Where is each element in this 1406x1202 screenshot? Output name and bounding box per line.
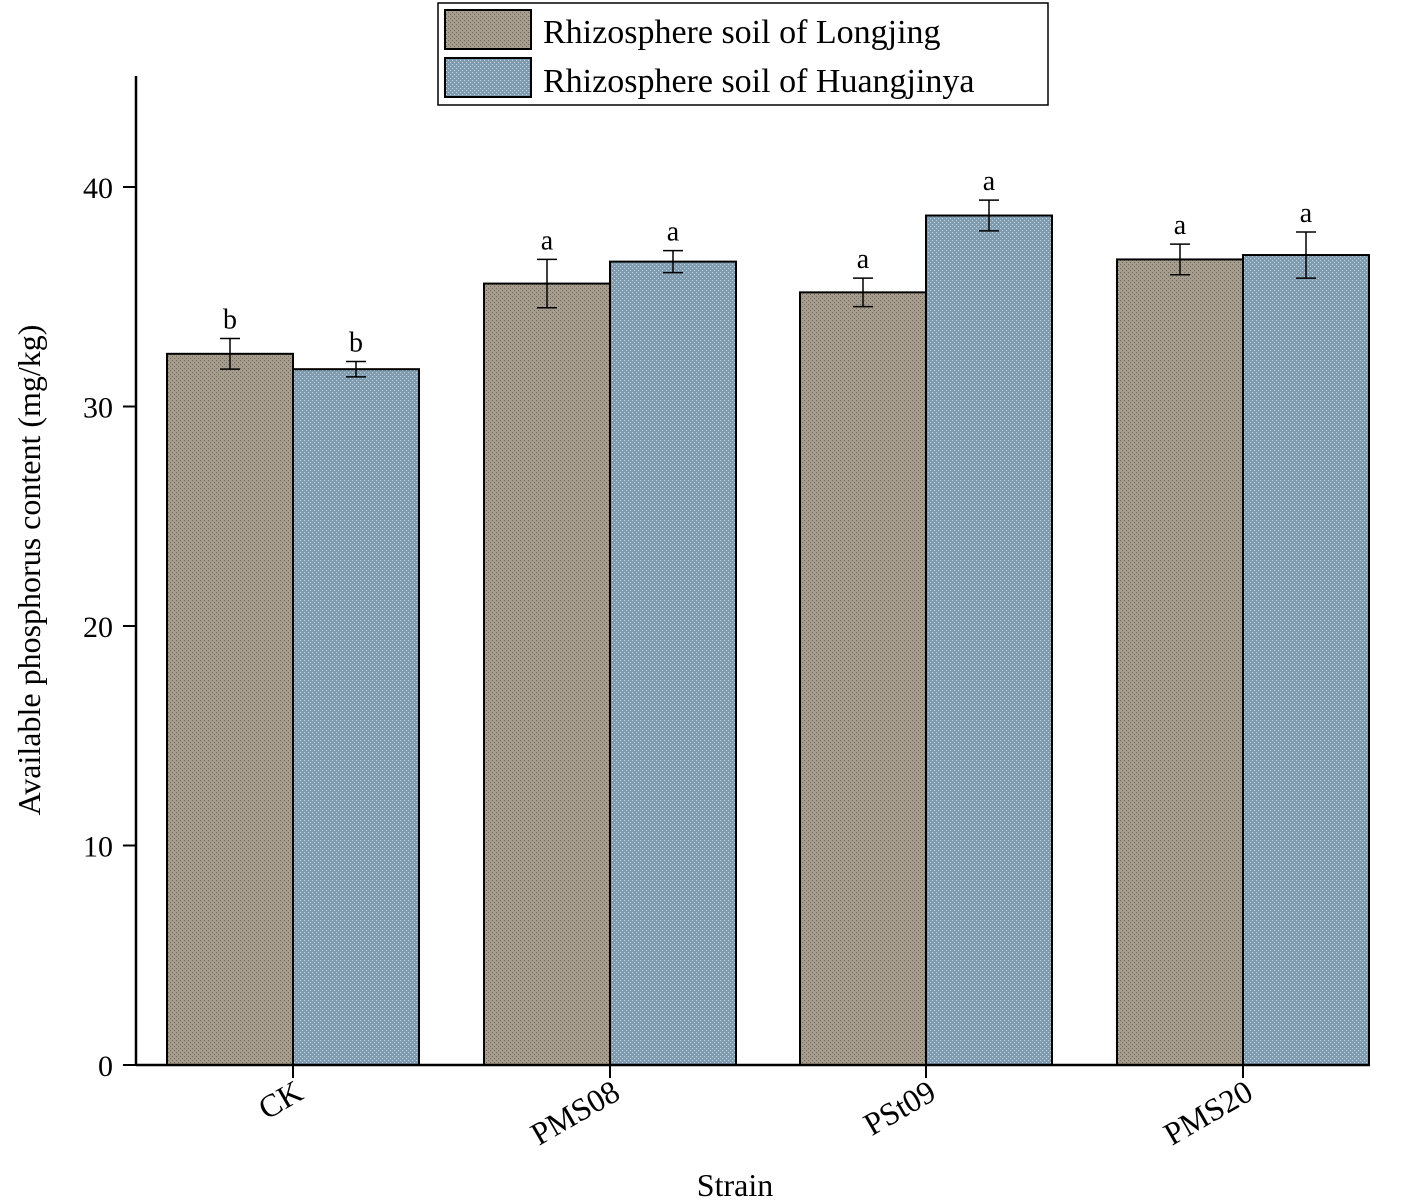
legend-swatch-huangjinya [444, 57, 532, 98]
x-tick-label-ck: CK [252, 1073, 308, 1126]
legend-box [437, 2, 1049, 106]
bar-pst09-series-0 [799, 291, 927, 1066]
y-tick-label-20: 20 [83, 611, 113, 644]
significance-label-pms20-series-1: a [1300, 198, 1313, 229]
x-categories-layer: CK PMS08 PSt09 PMS20 [252, 1065, 1259, 1152]
bar-pms20-series-0 [1116, 258, 1244, 1066]
bar-ck-series-0 [166, 352, 294, 1066]
y-tick-label-0: 0 [98, 1050, 113, 1083]
bar-pst09-series-1 [925, 214, 1053, 1067]
significance-label-pst09-series-0: a [857, 244, 870, 275]
x-tick-label-pms08: PMS08 [524, 1073, 625, 1152]
bar-pms08-series-0 [483, 282, 611, 1066]
x-tick-label-pms20: PMS20 [1157, 1073, 1258, 1152]
x-tick-label-pst09: PSt09 [857, 1073, 941, 1142]
bar-pms20-series-1 [1242, 254, 1370, 1067]
legend: Rhizosphere soil of Longjing Rhizosphere… [437, 2, 1049, 106]
significance-labels-layer: b b a a a a a a [223, 166, 1313, 358]
significance-label-ck-series-1: b [349, 328, 363, 359]
significance-label-pms08-series-1: a [667, 217, 680, 248]
legend-label-huangjinya: Rhizosphere soil of Huangjinya [543, 63, 975, 100]
y-ticks-layer: 0 10 20 30 40 [83, 172, 136, 1083]
significance-label-ck-series-0: b [223, 304, 237, 335]
significance-label-pms08-series-0: a [541, 225, 554, 256]
y-tick-label-40: 40 [83, 172, 113, 205]
y-tick-label-10: 10 [83, 831, 113, 864]
significance-label-pms20-series-0: a [1174, 210, 1187, 241]
error-bars-layer [220, 199, 1316, 378]
legend-swatch-longjing [444, 9, 532, 50]
significance-label-pst09-series-1: a [983, 166, 996, 197]
y-tick-label-30: 30 [83, 392, 113, 425]
bars-layer [166, 214, 1370, 1067]
legend-label-longjing: Rhizosphere soil of Longjing [543, 14, 941, 51]
bar-ck-series-1 [292, 368, 420, 1066]
y-axis-title: Available phosphorus content (mg/kg) [11, 325, 47, 816]
x-axis-title: Strain [697, 1167, 773, 1202]
bar-pms08-series-1 [609, 260, 737, 1066]
